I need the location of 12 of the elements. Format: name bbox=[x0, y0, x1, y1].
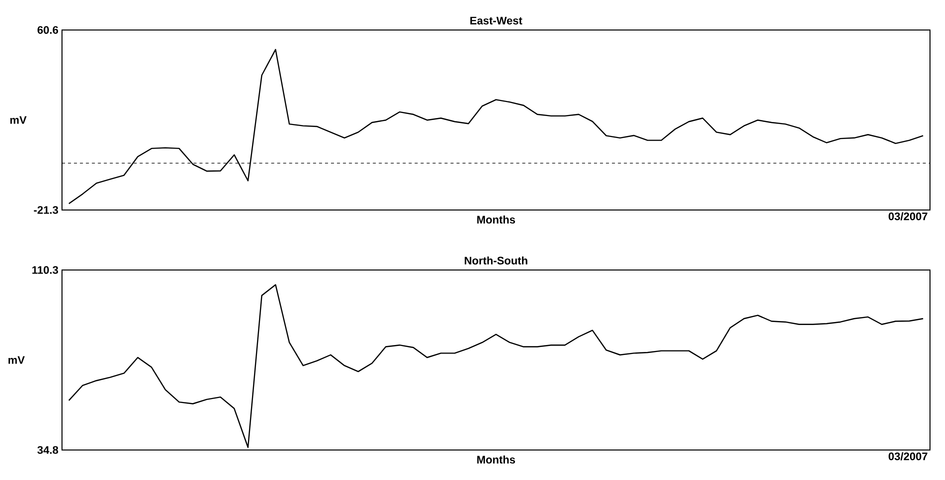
y-tick-label: 110.3 bbox=[32, 266, 58, 274]
y-tick-label: -21.3 bbox=[34, 206, 58, 214]
chart-title: North-South bbox=[464, 256, 528, 264]
y-tick-label: 60.6 bbox=[38, 26, 58, 34]
x-axis-title: Months bbox=[477, 456, 516, 464]
text: 03/2007 bbox=[888, 212, 928, 220]
y-axis-title: mV bbox=[10, 116, 27, 124]
y-axis-title: mV bbox=[8, 356, 25, 364]
y-tick-label: 34.8 bbox=[37, 446, 58, 454]
x-axis-title: Months bbox=[477, 216, 516, 224]
text: 03/2007 bbox=[888, 452, 928, 460]
chart-title: East-West bbox=[470, 16, 522, 24]
